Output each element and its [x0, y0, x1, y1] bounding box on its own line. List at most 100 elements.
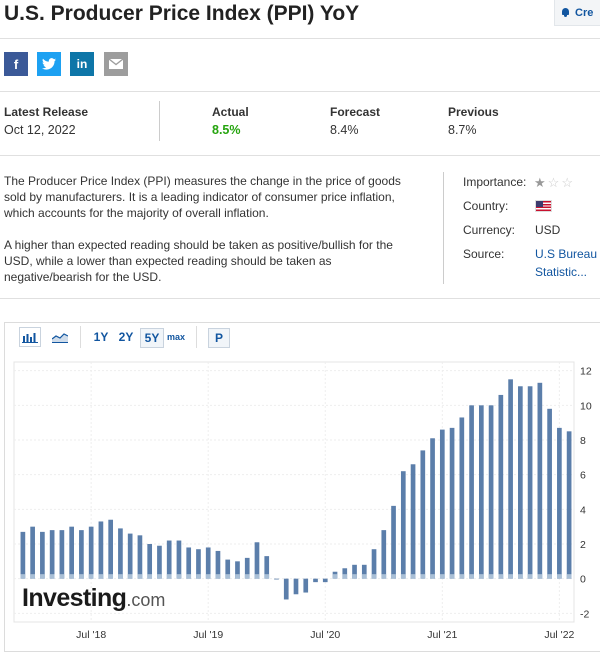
bar[interactable] [127, 533, 133, 579]
facebook-share-button[interactable]: f [4, 52, 28, 76]
bar[interactable] [322, 578, 328, 583]
bar[interactable] [342, 568, 348, 579]
bar-base [391, 574, 396, 579]
bar[interactable] [244, 557, 250, 579]
bar[interactable] [547, 408, 552, 579]
bar-base [108, 574, 114, 579]
x-tick-label: Jul '18 [76, 629, 106, 641]
bar[interactable] [69, 526, 74, 579]
bar-base [430, 574, 435, 579]
y-tick-label: 4 [580, 504, 586, 516]
bar[interactable] [303, 578, 309, 593]
bar[interactable] [293, 578, 299, 595]
bar[interactable] [400, 471, 406, 579]
bar[interactable] [508, 379, 513, 579]
bar[interactable] [205, 547, 211, 579]
bar[interactable] [118, 528, 123, 579]
bar[interactable] [264, 556, 270, 579]
bar[interactable] [469, 405, 474, 579]
bar-base [49, 574, 55, 579]
twitter-share-button[interactable] [37, 52, 61, 76]
range-5y-button[interactable]: 5Y [140, 328, 164, 348]
bar-base [488, 574, 494, 579]
bar[interactable] [488, 405, 494, 579]
p-button[interactable]: P [208, 328, 230, 348]
bar-base [566, 574, 572, 579]
bar[interactable] [147, 544, 153, 579]
bar[interactable] [498, 394, 504, 579]
bar-base [400, 574, 406, 579]
bar[interactable] [381, 530, 387, 579]
bar[interactable] [40, 531, 45, 579]
bar[interactable] [557, 427, 562, 579]
bar[interactable] [430, 438, 435, 579]
bar[interactable] [410, 464, 416, 579]
bar-chart-toggle[interactable] [19, 327, 41, 347]
bar-base [410, 574, 416, 579]
bar[interactable] [537, 382, 543, 579]
bar[interactable] [235, 561, 240, 579]
bar[interactable] [225, 559, 231, 579]
bar[interactable] [527, 386, 533, 579]
range-2y-button[interactable]: 2Y [118, 330, 134, 344]
bar[interactable] [196, 549, 201, 579]
bar[interactable] [20, 531, 26, 579]
bar[interactable] [30, 526, 35, 579]
previous-value: 8.7% [448, 123, 477, 137]
y-tick-label: 0 [580, 574, 586, 586]
bar[interactable] [186, 547, 192, 579]
currency-value: USD [535, 223, 561, 237]
bar[interactable] [449, 427, 455, 579]
forecast-label: Forecast [330, 105, 381, 119]
bar[interactable] [313, 578, 318, 583]
bar-base [176, 574, 182, 579]
divider [0, 91, 600, 92]
bar[interactable] [49, 530, 55, 579]
bar-base [254, 574, 260, 579]
bar[interactable] [274, 578, 279, 580]
bar[interactable] [371, 549, 377, 579]
bar[interactable] [137, 535, 143, 579]
bar[interactable] [79, 530, 84, 579]
bar[interactable] [166, 540, 172, 579]
area-chart-toggle[interactable] [49, 327, 71, 347]
divider [443, 172, 444, 284]
divider [0, 298, 600, 299]
bar[interactable] [108, 519, 114, 579]
bar[interactable] [391, 505, 396, 579]
bar[interactable] [439, 429, 445, 579]
bar-chart-icon [22, 333, 38, 343]
currency-label: Currency: [463, 223, 516, 237]
range-1y-button[interactable]: 1Y [93, 330, 109, 344]
country-label: Country: [463, 199, 509, 213]
bar[interactable] [283, 578, 289, 600]
bar[interactable] [420, 450, 426, 579]
bar[interactable] [98, 521, 104, 579]
x-tick-label: Jul '21 [427, 629, 457, 641]
bar[interactable] [478, 405, 484, 579]
forecast-value: 8.4% [330, 123, 359, 137]
bar[interactable] [215, 550, 221, 579]
email-share-button[interactable] [104, 52, 128, 76]
bar[interactable] [518, 386, 523, 579]
bar-base [186, 574, 192, 579]
bar[interactable] [254, 542, 260, 579]
create-alert-button[interactable]: Cre [554, 0, 600, 26]
bar-base [98, 574, 104, 579]
star-empty-icon: ☆ [547, 175, 560, 190]
bar[interactable] [566, 431, 572, 579]
bar[interactable] [88, 526, 94, 579]
bar[interactable] [361, 564, 367, 579]
source-link[interactable]: U.S Bureau [535, 247, 598, 261]
bar[interactable] [459, 417, 465, 579]
bar[interactable] [352, 564, 357, 579]
range-max-button[interactable]: max [166, 332, 185, 342]
bar[interactable] [59, 530, 65, 579]
source-link[interactable]: Statistic... [535, 265, 588, 279]
linkedin-share-button[interactable]: in [70, 52, 94, 76]
divider [159, 101, 160, 141]
bar-base [79, 574, 84, 579]
bar[interactable] [157, 545, 162, 579]
bar[interactable] [176, 540, 182, 579]
email-icon [109, 59, 123, 69]
